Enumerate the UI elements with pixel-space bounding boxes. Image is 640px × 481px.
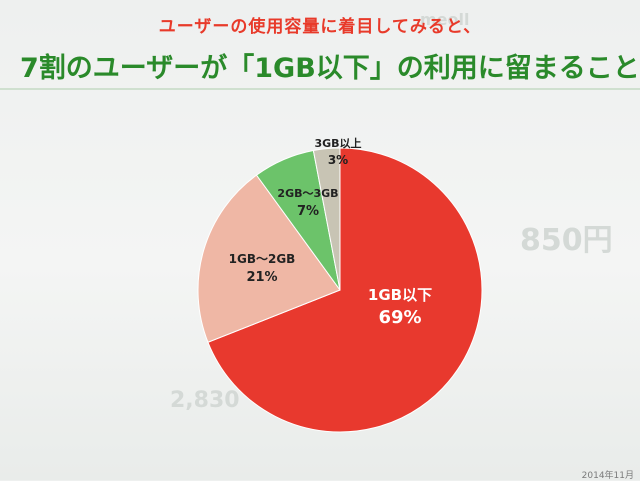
slice-label-0: 1GB以下: [368, 286, 432, 304]
headline-subtitle: ユーザーの使用容量に着目してみると、: [158, 17, 482, 37]
slice-value-1: 21%: [246, 270, 277, 285]
pie-slice-3: [312, 147, 341, 291]
header-divider: [0, 88, 640, 90]
slice-label-2: 2GB～3GB: [277, 187, 338, 200]
slice-label-1: 1GB～2GB: [229, 252, 296, 266]
slice-label-3: 3GB以上: [314, 136, 361, 150]
slice-value-2: 7%: [297, 204, 319, 219]
background-ghost-text: meoll: [420, 10, 470, 29]
headline-title: 7割のユーザーが「1GB以下」の利用に留まることが: [20, 53, 640, 84]
background-ghost-text: 850円: [520, 223, 613, 258]
pie-slice-1: [197, 174, 341, 343]
background-ghost-text: 2,830: [170, 388, 240, 413]
footnote-date: 2014年11月: [581, 471, 634, 481]
pie-slice-0: [207, 147, 483, 433]
slice-value-3: 3%: [328, 153, 348, 167]
slice-value-0: 69%: [378, 307, 421, 328]
